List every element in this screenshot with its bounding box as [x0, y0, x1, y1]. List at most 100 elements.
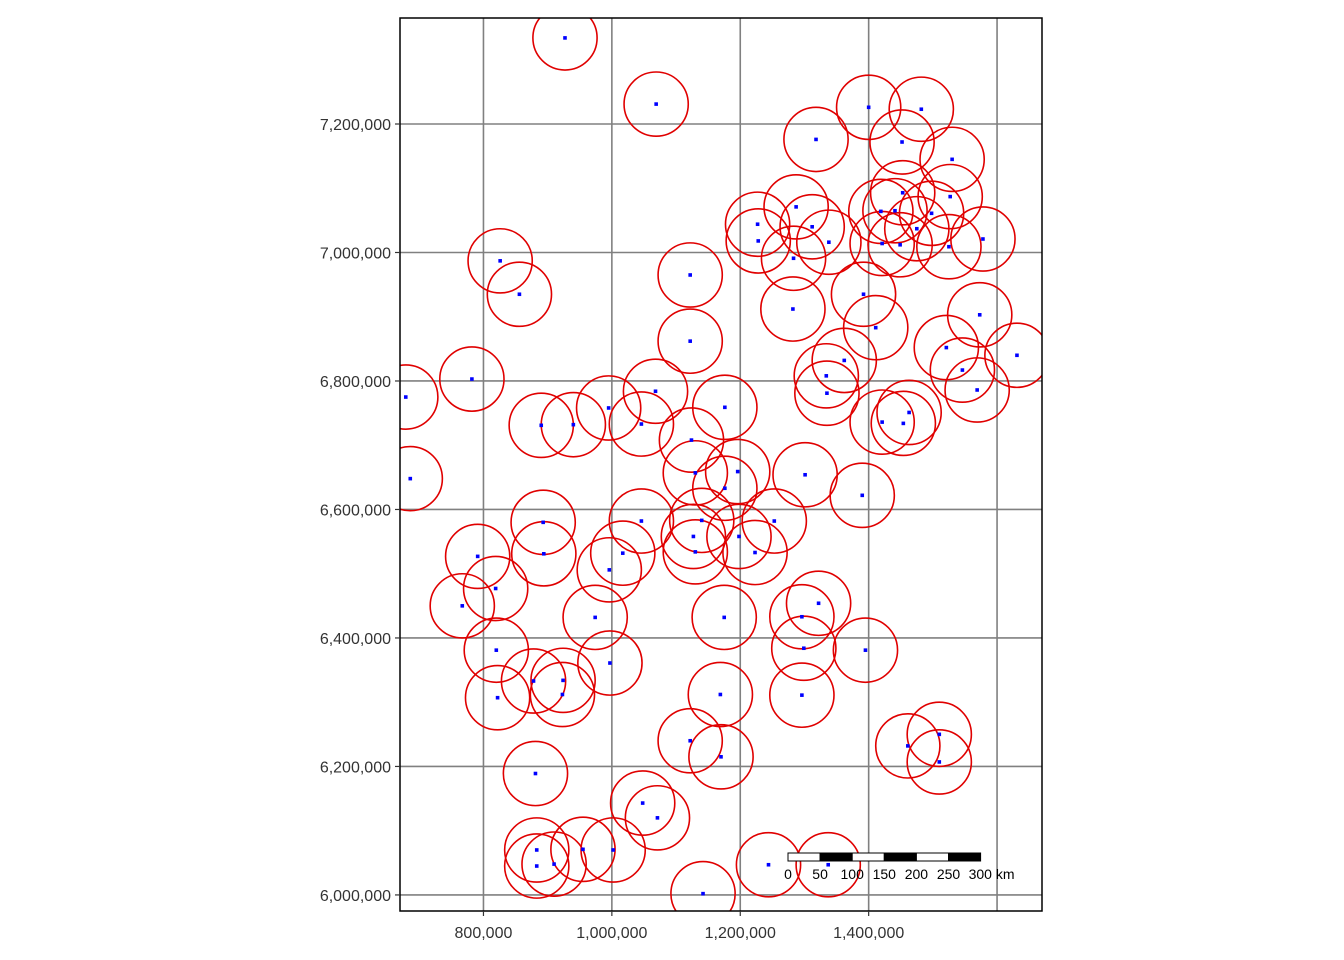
point-marker: [880, 241, 884, 246]
x-tick-label: 800,000: [455, 925, 513, 942]
point-marker: [772, 519, 777, 523]
scale-bar-segment: [948, 852, 982, 862]
point-marker: [826, 862, 831, 867]
map-panel-border: [399, 17, 1043, 912]
y-tick-label: 7,200,000: [320, 117, 391, 134]
buffer-circle: [467, 227, 534, 294]
buffer-circle: [811, 327, 878, 394]
y-tick-label: 6,800,000: [320, 374, 391, 391]
buffer-circle: [576, 536, 643, 603]
buffer-circle: [832, 617, 899, 684]
buffer-circle: [532, 18, 598, 71]
buffer-circle: [793, 342, 860, 409]
buffer-circle: [400, 364, 439, 430]
point-marker: [611, 848, 615, 852]
buffer-circle: [785, 570, 852, 637]
buffer-circle: [735, 831, 802, 898]
scale-bar-label: 0: [784, 866, 792, 882]
point-marker: [900, 140, 904, 144]
buffer-circle: [464, 664, 531, 731]
point-marker: [802, 646, 806, 651]
buffer-circle: [741, 488, 808, 554]
buffer-circle: [783, 106, 849, 173]
buffer-circle: [400, 445, 444, 512]
buffer-circle: [688, 723, 754, 790]
buffer-circle: [660, 503, 727, 570]
buffer-circle: [608, 391, 675, 457]
point-marker: [866, 105, 871, 110]
point-marker: [718, 692, 723, 697]
point-marker: [470, 377, 474, 381]
buffer-circle: [883, 195, 950, 262]
scale-bar-segment: [851, 852, 885, 862]
buffer-circle: [521, 831, 587, 898]
point-marker: [900, 190, 905, 195]
scale-bar-label: 100: [841, 866, 865, 882]
point-marker: [541, 520, 545, 525]
buffer-circle: [795, 831, 862, 898]
point-marker: [607, 568, 612, 572]
point-marker: [593, 615, 597, 620]
buffer-circle: [670, 860, 736, 911]
point-marker: [403, 395, 408, 399]
point-marker: [791, 307, 795, 311]
point-marker: [460, 604, 465, 608]
point-marker: [498, 259, 502, 263]
point-marker: [563, 36, 567, 40]
point-marker: [981, 237, 985, 241]
point-marker: [960, 368, 965, 372]
point-marker: [723, 486, 727, 491]
buffer-circle: [562, 584, 629, 651]
point-marker: [475, 554, 480, 559]
scale-bar-label: 250: [937, 866, 961, 882]
point-marker: [693, 471, 698, 475]
point-marker: [880, 420, 884, 424]
scale-bar-label: 150: [873, 866, 897, 882]
point-marker: [408, 476, 413, 481]
buffer-circles: [400, 18, 1042, 911]
point-marker: [861, 292, 866, 297]
x-tick-label: 1,000,000: [576, 925, 647, 942]
point-marker: [606, 406, 611, 410]
buffer-circle: [657, 242, 724, 308]
point-marker: [517, 292, 522, 297]
buffer-circle: [919, 126, 986, 193]
point-marker: [800, 614, 804, 619]
point-marker: [860, 493, 865, 498]
buffer-circle: [906, 729, 973, 795]
buffer-circle: [768, 583, 835, 650]
point-marker: [907, 410, 911, 415]
buffer-circle: [500, 648, 567, 714]
buffer-circle: [580, 817, 647, 883]
buffer-circle: [687, 661, 754, 728]
point-marker: [863, 648, 868, 652]
buffer-circle: [722, 519, 788, 586]
point-marker: [915, 226, 919, 231]
buffer-circle: [706, 503, 772, 570]
point-marker: [655, 816, 660, 820]
buffer-circle: [870, 390, 937, 457]
point-marker: [977, 313, 982, 317]
y-tick-label: 7,000,000: [320, 245, 391, 262]
buffer-circle: [835, 74, 902, 141]
buffer-circle: [589, 520, 656, 587]
buffer-circle: [795, 209, 862, 276]
point-marker: [816, 601, 821, 606]
scale-bar-label: 50: [812, 866, 828, 882]
buffer-circle: [668, 487, 735, 554]
point-marker: [533, 771, 538, 776]
point-marker: [944, 345, 949, 350]
point-marker: [879, 209, 883, 214]
buffer-circle: [503, 833, 570, 899]
point-marker: [542, 552, 546, 556]
y-tick-label: 6,200,000: [320, 759, 391, 776]
point-marker: [701, 891, 705, 896]
point-marker: [919, 107, 924, 112]
point-marker: [975, 388, 979, 392]
point-marker: [766, 862, 771, 867]
buffer-circle: [763, 173, 830, 240]
point-marker: [824, 374, 829, 378]
point-marker: [688, 339, 692, 343]
point-marker: [699, 518, 704, 523]
